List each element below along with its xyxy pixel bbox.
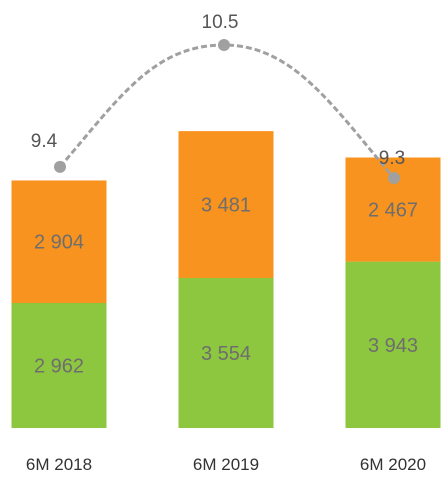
line-value-label: 10.5 xyxy=(202,12,239,33)
category-labels-group: 6M 2018 6M 2019 6M 2020 xyxy=(26,455,426,474)
segment-value-label: 2 904 xyxy=(34,232,84,254)
segment-value-label: 3 481 xyxy=(201,195,251,217)
category-label: 6M 2018 xyxy=(26,455,92,474)
segment-value-label: 2 962 xyxy=(34,356,84,378)
category-label: 6M 2019 xyxy=(193,455,259,474)
category-label: 6M 2020 xyxy=(360,455,426,474)
segment-value-label: 2 467 xyxy=(368,200,418,222)
line-point xyxy=(391,175,397,181)
line-point xyxy=(221,42,227,48)
bars-group xyxy=(12,131,441,428)
line-value-label: 9.3 xyxy=(379,148,405,169)
segment-value-label: 3 554 xyxy=(201,343,251,365)
segment-value-label: 3 943 xyxy=(368,335,418,357)
line-point xyxy=(57,164,63,170)
line-value-label: 9.4 xyxy=(31,131,58,152)
